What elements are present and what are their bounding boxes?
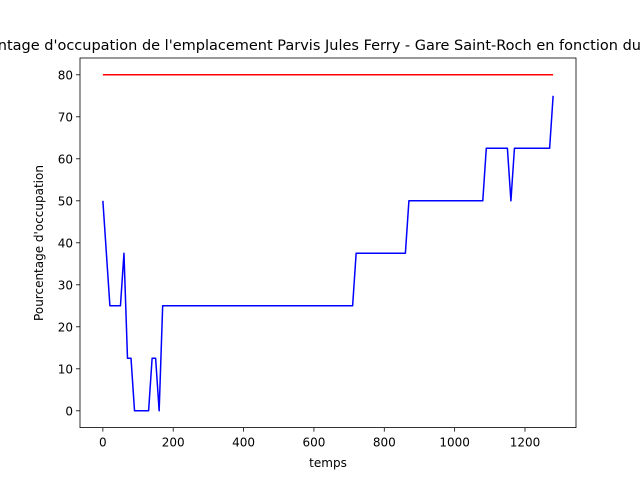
x-tick-label: 400 <box>232 436 255 450</box>
x-tick-label: 200 <box>162 436 185 450</box>
x-tick-label: 1000 <box>439 436 470 450</box>
x-tick-label: 600 <box>302 436 325 450</box>
x-axis-ticks: 0 200 400 600 800 1000 1200 <box>99 427 541 450</box>
y-tick-label: 20 <box>58 320 73 334</box>
y-tick-label: 50 <box>58 194 73 208</box>
x-tick-label: 0 <box>99 436 107 450</box>
x-tick-label: 800 <box>373 436 396 450</box>
y-axis-ticks: 0 10 20 30 40 50 60 70 80 <box>58 68 80 418</box>
y-tick-label: 30 <box>58 278 73 292</box>
plot-lines <box>102 74 554 412</box>
y-tick-label: 10 <box>58 362 73 376</box>
y-tick-label: 70 <box>58 110 73 124</box>
plot-frame <box>79 57 577 429</box>
y-tick-label: 80 <box>58 68 73 82</box>
y-tick-label: 0 <box>65 404 73 418</box>
y-axis-label: Pourcentage d'occupation <box>32 165 46 321</box>
series-line-1 <box>102 95 554 412</box>
x-axis-label: temps <box>309 456 347 470</box>
x-tick-label: 1200 <box>510 436 541 450</box>
chart-title: Pourcentage d'occupation de l'emplacemen… <box>0 38 640 54</box>
y-tick-label: 60 <box>58 152 73 166</box>
y-tick-label: 40 <box>58 236 73 250</box>
